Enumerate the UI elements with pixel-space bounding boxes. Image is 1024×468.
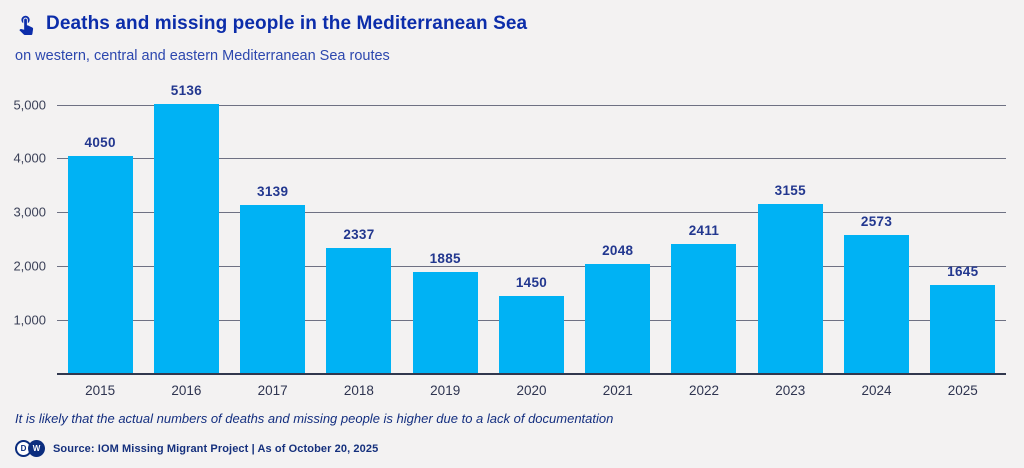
bar-value-label: 2411 — [688, 223, 720, 238]
bar-value-label: 1645 — [947, 264, 979, 279]
bar-2023[interactable] — [757, 204, 823, 374]
title-row: Deaths and missing people in the Mediter… — [15, 13, 1006, 35]
bar-2017[interactable] — [240, 205, 306, 374]
y-tick-label: 5,000 — [13, 97, 46, 113]
source-text: Source: IOM Missing Migrant Project | As… — [53, 442, 379, 455]
bar-group-2017: 3139 2017 — [230, 83, 316, 398]
x-tick-label: 2016 — [171, 383, 202, 398]
bar-2019[interactable] — [412, 272, 478, 374]
x-tick-label: 2024 — [861, 383, 892, 398]
bar-2025[interactable] — [930, 285, 996, 374]
bar-2021[interactable] — [585, 264, 651, 374]
bar-2016[interactable] — [153, 104, 219, 374]
bar-value-label: 2573 — [860, 214, 893, 229]
bars-container: 4050 2015 5136 2016 3139 2017 2337 2018 1885 2019… — [57, 83, 1006, 398]
x-tick-label: 2025 — [947, 383, 978, 398]
tap-hand-icon — [15, 13, 37, 35]
bar-group-2021: 2048 2021 — [575, 83, 661, 398]
bar-group-2024: 2573 2024 — [833, 83, 919, 398]
x-tick-label: 2022 — [688, 383, 720, 398]
x-tick-label: 2023 — [775, 383, 806, 398]
x-tick-label: 2017 — [257, 383, 288, 398]
bar-value-label: 4050 — [84, 135, 116, 150]
bar-group-2015: 4050 2015 — [57, 83, 143, 398]
bar-value-label: 1450 — [515, 275, 548, 290]
gridline — [57, 212, 1006, 214]
bar-2018[interactable] — [326, 248, 392, 374]
bar-group-2025: 1645 2025 — [920, 83, 1006, 398]
source-row: D W Source: IOM Missing Migrant Project … — [15, 440, 1024, 457]
bar-value-label: 5136 — [170, 83, 203, 98]
x-axis-line — [57, 373, 1006, 375]
bar-value-label: 1885 — [429, 251, 461, 266]
page-title: Deaths and missing people in the Mediter… — [46, 13, 528, 34]
gridline — [57, 158, 1006, 160]
y-tick-label: 4,000 — [13, 150, 46, 166]
y-axis: 1,000 2,000 3,000 4,000 5,000 — [0, 83, 46, 374]
gridline — [57, 104, 1006, 106]
bar-group-2016: 5136 2016 — [143, 83, 229, 398]
bar-2015[interactable] — [67, 156, 133, 374]
bar-2020[interactable] — [498, 296, 564, 374]
bar-value-label: 2337 — [343, 227, 375, 242]
footnote: It is likely that the actual numbers of … — [15, 411, 614, 426]
bar-group-2018: 2337 2018 — [316, 83, 402, 398]
x-tick-label: 2019 — [430, 383, 461, 398]
bar-2024[interactable] — [844, 235, 910, 374]
y-tick-label: 3,000 — [13, 204, 46, 220]
bar-group-2019: 1885 2019 — [402, 83, 488, 398]
x-tick-label: 2018 — [343, 383, 374, 398]
header: Deaths and missing people in the Mediter… — [0, 0, 1024, 64]
bar-group-2022: 2411 2022 — [661, 83, 747, 398]
y-tick-label: 2,000 — [13, 258, 46, 274]
y-tick-label: 1,000 — [13, 312, 46, 328]
bar-group-2020: 1450 2020 — [488, 83, 574, 398]
bar-value-label: 3155 — [774, 183, 806, 198]
bar-value-label: 2048 — [602, 243, 634, 258]
x-tick-label: 2020 — [516, 383, 547, 398]
gridline — [57, 266, 1006, 268]
x-tick-label: 2015 — [85, 383, 116, 398]
chart-subtitle: on western, central and eastern Mediterr… — [15, 48, 390, 64]
bar-group-2023: 3155 2023 — [747, 83, 833, 398]
x-tick-label: 2021 — [602, 383, 633, 398]
plot-area: 4050 2015 5136 2016 3139 2017 2337 2018 1885 2019… — [57, 83, 1006, 398]
dw-logo: D W — [15, 440, 45, 457]
bar-value-label: 3139 — [257, 184, 289, 199]
bar-2022[interactable] — [671, 244, 737, 374]
dw-logo-w: W — [28, 440, 45, 457]
bar-chart: 1,000 2,000 3,000 4,000 5,000 4050 2015 5136 20… — [0, 83, 1024, 405]
